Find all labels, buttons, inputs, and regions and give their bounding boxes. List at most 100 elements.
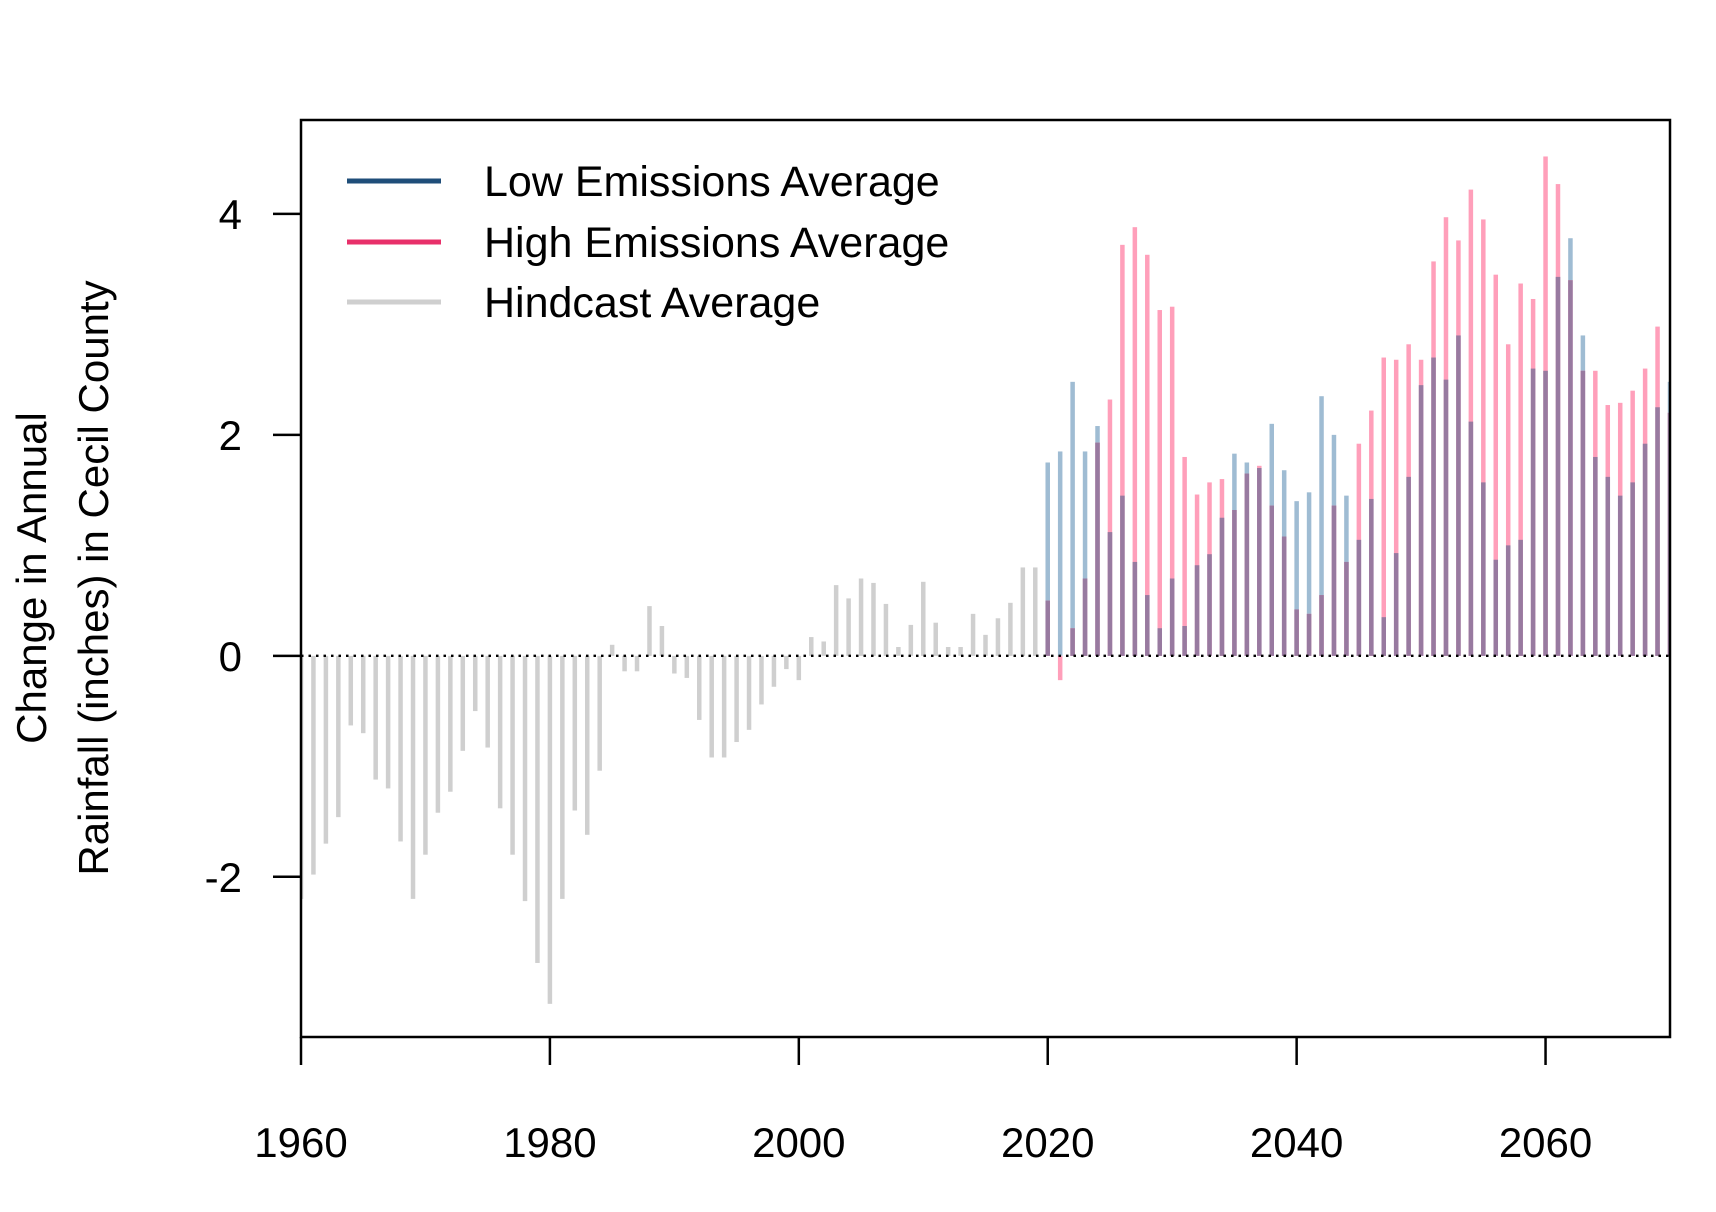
high-emissions-bar <box>1381 357 1386 656</box>
high-emissions-bar <box>1120 244 1125 656</box>
hindcast-bar <box>809 637 814 656</box>
overlap-bar <box>1045 600 1050 656</box>
overlap-bar <box>1095 442 1100 656</box>
y-axis-label-line: Rainfall (inches) in Cecil County <box>70 280 117 875</box>
overlap-bar <box>1431 357 1436 656</box>
hindcast-bar <box>709 655 714 758</box>
overlap-bar <box>1381 617 1386 656</box>
hindcast-bar <box>472 655 478 712</box>
hindcast-bar <box>572 655 578 811</box>
hindcast-bar <box>697 655 702 720</box>
overlap-bar <box>1530 368 1536 656</box>
legend: Low Emissions Average High Emissions Aver… <box>347 158 949 327</box>
hindcast-bar <box>721 655 727 758</box>
overlap-bar <box>1107 532 1113 656</box>
overlap-bar <box>1294 609 1299 656</box>
overlap-bar <box>1281 536 1287 656</box>
hindcast-bar <box>746 655 752 730</box>
hindcast-bar <box>497 655 503 809</box>
hindcast-bar <box>1020 567 1026 656</box>
hindcast-bar <box>734 655 739 743</box>
overlap-bar <box>1468 421 1474 656</box>
hindcast-bar <box>821 641 826 656</box>
hindcast-bar <box>597 655 602 771</box>
legend-label: Low Emissions Average <box>484 158 940 206</box>
overlap-bar <box>1481 482 1486 656</box>
overlap-bar <box>1393 553 1399 656</box>
hindcast-bar <box>547 655 553 1004</box>
overlap-bar <box>1132 561 1138 656</box>
y-tick-label: 4 <box>219 191 242 238</box>
hindcast-bar <box>784 655 789 670</box>
hindcast-bar <box>858 578 864 656</box>
hindcast-bar <box>485 655 490 748</box>
x-tick-label: 2000 <box>752 1119 845 1166</box>
low-emissions-bar <box>1057 451 1063 656</box>
hindcast-bar <box>659 626 665 656</box>
overlap-bar <box>1120 495 1125 656</box>
hindcast-bar <box>983 634 988 656</box>
hindcast-bar <box>796 655 802 681</box>
x-tick-label: 1980 <box>503 1119 596 1166</box>
hindcast-bar <box>759 655 764 705</box>
high-emissions-bar <box>1107 399 1113 656</box>
hindcast-bar <box>323 655 329 844</box>
overlap-bar <box>1443 379 1449 656</box>
low-emissions-bar <box>1294 501 1299 656</box>
hindcast-bar <box>684 655 690 678</box>
overlap-bar <box>1369 498 1374 656</box>
hindcast-bar <box>846 598 851 656</box>
high-emissions-bar <box>1493 274 1499 656</box>
overlap-bar <box>1605 476 1611 656</box>
hindcast-bar <box>908 624 914 656</box>
overlap-bar <box>1232 510 1237 656</box>
hindcast-bar <box>336 655 341 818</box>
hindcast-bar <box>585 655 590 835</box>
overlap-bar <box>1418 385 1424 656</box>
hindcast-bar <box>672 655 677 674</box>
y-axis-label: Change in Annual Rainfall (inches) in Cec… <box>8 280 117 875</box>
high-emissions-bar <box>1132 227 1138 656</box>
x-tick-label: 2020 <box>1001 1119 1094 1166</box>
overlap-bar <box>1219 517 1225 656</box>
overlap-bar <box>1655 407 1660 656</box>
hindcast-bar <box>896 647 901 656</box>
high-emissions-bar <box>1393 359 1399 656</box>
overlap-bar <box>1406 476 1411 656</box>
overlap-bar <box>1207 554 1212 656</box>
hindcast-bar <box>360 655 366 734</box>
hindcast-bar <box>945 647 951 656</box>
overlap-bar <box>1543 370 1548 656</box>
overlap-bar <box>1555 276 1561 656</box>
overlap-bar <box>1082 578 1088 656</box>
overlap-bar <box>1169 578 1175 656</box>
hindcast-bar <box>398 655 403 842</box>
overlap-bar <box>1070 628 1075 656</box>
overlap-bar <box>1356 539 1362 656</box>
hindcast-bar <box>535 655 540 963</box>
overlap-bar <box>1493 559 1499 656</box>
plot-frame <box>299 118 1672 1039</box>
overlap-bar <box>1344 561 1349 656</box>
hindcast-bar <box>871 582 876 656</box>
overlap-bar <box>1617 495 1623 656</box>
hindcast-bar <box>410 655 416 899</box>
overlap-bar <box>1642 443 1648 656</box>
overlap-bar <box>1257 468 1262 656</box>
low-emissions-bar <box>1319 396 1324 656</box>
low-emissions-bar <box>1306 492 1312 656</box>
high-emissions-bar <box>1481 219 1486 656</box>
overlap-bar <box>1568 280 1573 656</box>
y-tick-label: 2 <box>219 412 242 459</box>
hindcast-bar <box>647 606 652 656</box>
hindcast-bar <box>958 647 963 656</box>
hindcast-bar <box>1008 602 1013 656</box>
high-emissions-bar <box>1157 310 1162 656</box>
hindcast-bar <box>435 655 441 813</box>
high-emissions-bar <box>1169 306 1175 656</box>
hindcast-bar <box>833 585 839 656</box>
x-tick-label: 2040 <box>1250 1119 1343 1166</box>
hindcast-bar <box>448 655 453 792</box>
hindcast-bar <box>771 655 777 687</box>
overlap-bar <box>1182 626 1187 656</box>
